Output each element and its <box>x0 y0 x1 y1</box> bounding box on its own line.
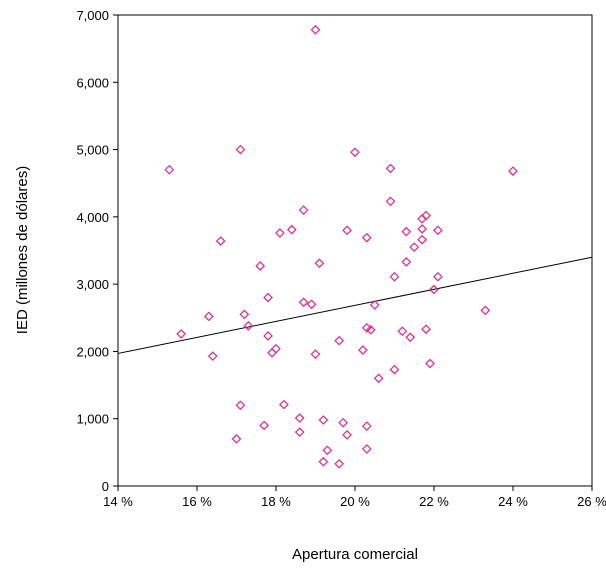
data-point <box>421 210 431 221</box>
data-point <box>365 325 376 335</box>
y-axis: 0 1,000 2,000 3,000 4,000 5,000 6,000 7,000 <box>76 8 118 494</box>
data-point <box>334 458 345 469</box>
data-point <box>369 300 380 310</box>
y-tick-label: 0 <box>102 479 109 494</box>
data-point <box>322 445 333 456</box>
data-point <box>263 292 273 303</box>
data-point <box>508 166 518 176</box>
data-point <box>235 400 246 411</box>
y-axis-title: IED (millones de dólares) <box>14 166 31 334</box>
data-point <box>342 430 352 440</box>
data-point <box>207 351 218 361</box>
y-tick-label: 1,000 <box>76 412 109 427</box>
data-point <box>310 349 321 359</box>
x-tick-label: 16 % <box>182 494 212 509</box>
data-point <box>362 421 372 431</box>
data-point <box>263 331 273 341</box>
data-point <box>429 284 439 295</box>
x-tick-label: 18 % <box>261 494 291 509</box>
data-point <box>176 329 187 339</box>
data-point <box>389 271 400 282</box>
data-point <box>235 144 246 155</box>
data-point <box>271 343 281 354</box>
data-point <box>342 225 352 236</box>
data-point <box>397 326 408 337</box>
data-point <box>279 399 289 410</box>
data-point <box>318 415 329 425</box>
plot-area <box>117 14 593 487</box>
x-tick-label: 24 % <box>498 494 528 509</box>
data-point <box>255 261 266 271</box>
y-tick-label: 7,000 <box>76 8 109 23</box>
data-point <box>362 232 372 243</box>
y-tick-label: 2,000 <box>76 344 109 359</box>
data-point <box>275 228 285 238</box>
data-point <box>259 420 269 431</box>
x-tick-label: 22 % <box>419 494 449 509</box>
trend-line <box>117 256 593 354</box>
x-tick-label: 14 % <box>103 494 133 509</box>
data-point <box>409 242 420 252</box>
x-axis: 14 % 16 % 18 % 20 % 22 % 24 % 26 % <box>103 486 606 509</box>
data-point <box>362 444 372 454</box>
data-point <box>294 427 305 438</box>
y-tick-label: 6,000 <box>76 75 109 90</box>
data-point <box>417 224 427 234</box>
data-point <box>298 205 309 215</box>
data-point <box>286 224 297 235</box>
y-tick-label: 4,000 <box>76 210 109 225</box>
data-point <box>433 271 443 282</box>
x-axis-title: Apertura comercial <box>292 546 418 563</box>
x-tick-label: 20 % <box>340 494 370 509</box>
data-point <box>385 196 396 207</box>
data-point <box>385 163 396 174</box>
data-point <box>389 364 400 375</box>
plot-frame <box>117 14 593 487</box>
data-point <box>294 413 305 423</box>
y-tick-label: 5,000 <box>76 143 109 158</box>
data-point <box>267 347 277 358</box>
data-point <box>314 258 325 269</box>
data-point <box>417 234 427 245</box>
data-point <box>306 299 317 310</box>
data-point <box>334 335 345 346</box>
data-point <box>338 417 348 428</box>
data-point <box>310 24 321 35</box>
data-point <box>350 147 360 158</box>
data-point <box>298 297 309 308</box>
data-point <box>239 309 250 320</box>
data-point <box>373 373 384 384</box>
data-point <box>204 311 214 322</box>
x-tick-label: 26 % <box>577 494 606 509</box>
data-point <box>358 345 368 355</box>
data-point <box>480 305 491 316</box>
data-point <box>425 358 435 369</box>
data-point <box>433 225 443 236</box>
data-point <box>401 226 412 237</box>
data-points <box>164 24 518 469</box>
data-point <box>421 324 431 335</box>
data-point <box>401 257 412 267</box>
data-point <box>231 434 242 444</box>
data-point <box>215 236 226 246</box>
data-point <box>243 321 254 331</box>
data-point <box>164 164 175 175</box>
y-tick-label: 3,000 <box>76 277 109 292</box>
data-point <box>318 456 329 467</box>
data-point <box>405 332 416 343</box>
